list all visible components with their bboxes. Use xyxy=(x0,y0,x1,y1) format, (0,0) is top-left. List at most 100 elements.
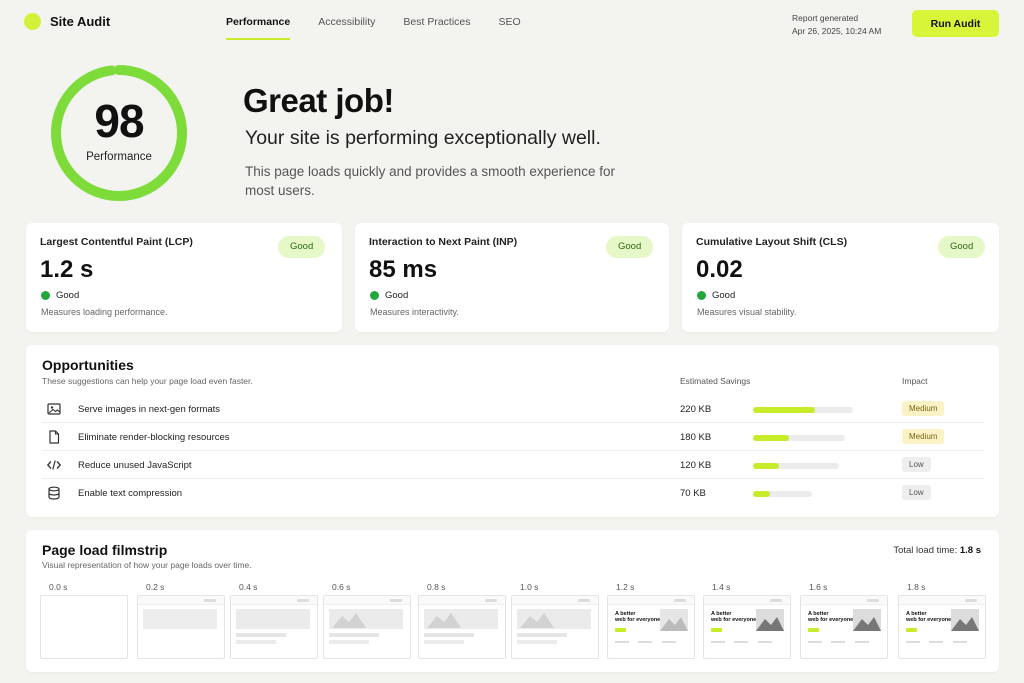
frame-time-label: 1.2 s xyxy=(616,582,635,592)
report-meta: Report generated Apr 26, 2025, 10:24 AM xyxy=(792,12,881,38)
good-badge: Good xyxy=(606,236,654,258)
frame-time-label: 1.6 s xyxy=(809,582,828,592)
top-bar: Site Audit Performance Accessibility Bes… xyxy=(0,0,1024,46)
opportunity-label: Enable text compression xyxy=(78,488,183,499)
metric-status: Good xyxy=(370,290,408,301)
total-load-label: Total load time: xyxy=(893,545,958,556)
score-ring-fill xyxy=(51,65,187,201)
good-badge: Good xyxy=(938,236,986,258)
metric-description: Measures visual stability. xyxy=(697,307,797,317)
document-icon xyxy=(49,430,60,444)
performance-score: 98 xyxy=(94,95,144,147)
metric-value: 1.2 s xyxy=(40,256,94,283)
total-load-time: Total load time: 1.8 s xyxy=(893,545,981,556)
metric-status-label: Good xyxy=(56,290,80,301)
performance-score-gauge: 98 Performance xyxy=(48,62,190,204)
filmstrip-frame[interactable]: A better web for everyone xyxy=(800,595,888,659)
frame-time-label: 0.0 s xyxy=(49,582,68,592)
metric-name: Largest Contentful Paint (LCP) xyxy=(40,236,193,248)
metric-name: Cumulative Layout Shift (CLS) xyxy=(696,236,848,248)
opportunity-label: Serve images in next-gen formats xyxy=(78,404,221,415)
app-title: Site Audit xyxy=(50,14,111,29)
metric-card-lcp: Largest Contentful Paint (LCP) Good 1.2 … xyxy=(26,223,342,332)
filmstrip-frame[interactable]: A better web for everyone xyxy=(607,595,695,659)
filmstrip-frame[interactable] xyxy=(323,595,411,659)
filmstrip-panel: Page load filmstrip Visual representatio… xyxy=(26,530,999,672)
frame-time-label: 0.8 s xyxy=(427,582,446,592)
frame-time-label: 0.2 s xyxy=(146,582,165,592)
estimated-savings: 220 KB xyxy=(680,404,712,415)
run-audit-button[interactable]: Run Audit xyxy=(912,10,999,37)
metric-description: Measures loading performance. xyxy=(41,307,168,317)
opportunity-label: Eliminate render-blocking resources xyxy=(78,432,230,443)
savings-bar xyxy=(753,407,853,413)
filmstrip-frame[interactable] xyxy=(511,595,599,659)
main-nav: Performance Accessibility Best Practices… xyxy=(226,16,549,40)
savings-bar-fill xyxy=(753,407,815,413)
estimated-savings: 120 KB xyxy=(680,460,712,471)
status-dot-icon xyxy=(697,291,706,300)
frame-time-label: 1.8 s xyxy=(907,582,926,592)
database-icon xyxy=(48,486,60,500)
frame-time-label: 1.4 s xyxy=(712,582,731,592)
filmstrip-title: Page load filmstrip xyxy=(42,542,168,558)
metric-status-label: Good xyxy=(712,290,736,301)
impact-badge: Medium xyxy=(902,401,945,416)
logo-dot-icon xyxy=(24,13,41,30)
savings-bar xyxy=(753,491,812,497)
opportunities-panel: Opportunities These suggestions can help… xyxy=(26,345,999,517)
savings-column-header: Estimated Savings xyxy=(680,376,751,386)
tab-seo[interactable]: SEO xyxy=(498,16,521,28)
metric-value: 85 ms xyxy=(369,256,438,283)
brand[interactable]: Site Audit xyxy=(24,13,110,30)
hero-subtitle: Your site is performing exceptionally we… xyxy=(245,127,601,149)
hero-description: This page loads quickly and provides a s… xyxy=(245,164,615,198)
savings-bar xyxy=(753,463,839,469)
filmstrip-frame[interactable] xyxy=(137,595,225,659)
impact-badge: Low xyxy=(902,457,931,472)
savings-bar xyxy=(753,435,845,441)
tab-best-practices[interactable]: Best Practices xyxy=(403,16,471,28)
impact-column-header: Impact xyxy=(902,376,928,386)
metric-status: Good xyxy=(697,290,735,301)
savings-bar-fill xyxy=(753,491,771,497)
report-date: Apr 26, 2025, 10:24 AM xyxy=(792,26,882,36)
opportunities-subtitle: These suggestions can help your page loa… xyxy=(42,376,253,386)
filmstrip-frame[interactable] xyxy=(230,595,318,659)
estimated-savings: 70 KB xyxy=(680,488,706,499)
total-load-value: 1.8 s xyxy=(959,545,981,556)
filmstrip-subtitle: Visual representation of how your page l… xyxy=(42,560,252,570)
opportunity-label: Reduce unused JavaScript xyxy=(78,460,192,471)
estimated-savings: 180 KB xyxy=(680,432,712,443)
metric-value: 0.02 xyxy=(696,256,743,283)
impact-badge: Medium xyxy=(902,429,945,444)
image-icon xyxy=(47,403,61,415)
metric-name: Interaction to Next Paint (INP) xyxy=(369,236,518,248)
filmstrip-frame[interactable]: A better web for everyone xyxy=(898,595,986,659)
frame-time-label: 0.6 s xyxy=(332,582,351,592)
score-label: Performance xyxy=(86,151,152,163)
filmstrip-frame[interactable] xyxy=(418,595,506,659)
metric-description: Measures interactivity. xyxy=(370,307,459,317)
opportunity-row[interactable]: Reduce unused JavaScript 120 KB Low xyxy=(42,451,984,479)
tab-performance[interactable]: Performance xyxy=(226,16,291,40)
opportunity-row[interactable]: Serve images in next-gen formats 220 KB … xyxy=(42,395,984,423)
frame-time-label: 0.4 s xyxy=(239,582,258,592)
savings-bar-fill xyxy=(753,463,779,469)
metric-status-label: Good xyxy=(385,290,409,301)
filmstrip-frame[interactable]: A better web for everyone xyxy=(703,595,791,659)
metric-card-inp: Interaction to Next Paint (INP) Good 85 … xyxy=(355,223,669,332)
filmstrip-frame[interactable] xyxy=(40,595,128,659)
score-ring xyxy=(51,65,187,201)
status-dot-icon xyxy=(370,291,379,300)
impact-badge: Low xyxy=(902,485,931,500)
frame-time-label: 1.0 s xyxy=(520,582,539,592)
metric-status: Good xyxy=(41,290,79,301)
tab-accessibility[interactable]: Accessibility xyxy=(318,16,376,28)
savings-bar-fill xyxy=(753,435,789,441)
metric-card-cls: Cumulative Layout Shift (CLS) Good 0.02 … xyxy=(682,223,999,332)
hero-title: Great job! xyxy=(243,82,394,119)
status-dot-icon xyxy=(41,291,50,300)
opportunity-row[interactable]: Eliminate render-blocking resources 180 … xyxy=(42,423,984,451)
opportunity-row[interactable]: Enable text compression 70 KB Low xyxy=(42,479,984,507)
